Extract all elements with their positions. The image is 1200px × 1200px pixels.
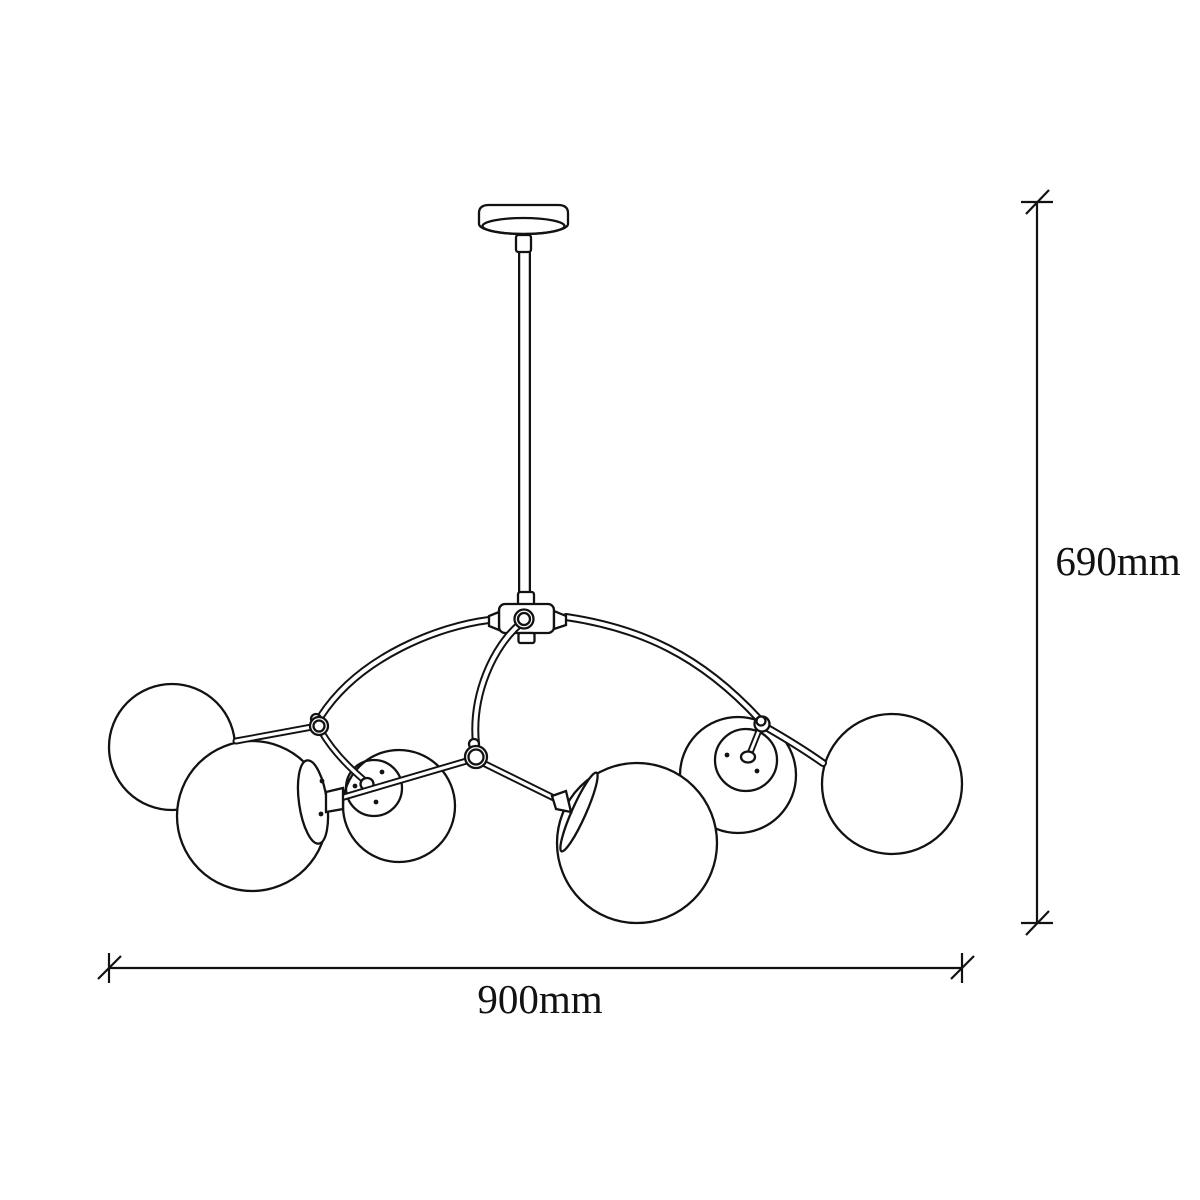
globe-right [820,712,964,856]
height-dimension: 690mm [1021,189,1181,936]
arm-left-arc [317,616,493,720]
canopy-and-rod [477,203,570,607]
socket-circle [713,727,779,793]
screw-dot [319,778,325,784]
socket-stem-foot [739,750,757,764]
screw-dot [318,811,324,817]
hub-left-socket [487,610,501,632]
central-hub [471,590,568,748]
width-dimension: 900mm [97,953,975,1022]
screw-dot [724,752,730,758]
ball-joints [308,712,771,770]
globe-rim [559,771,599,853]
arms-group [232,613,827,814]
width-left-slash [97,955,122,980]
screw-dot [754,768,760,774]
height-bottom-slash [1025,910,1050,936]
screw-dot [379,769,385,775]
socket-circle [344,758,404,818]
height-dimension-label: 690mm [1055,538,1180,584]
width-dimension-label: 900mm [477,976,602,1022]
rod-coupler [514,233,533,254]
globe-bottom-center [555,761,719,925]
height-top-slash [1025,189,1050,215]
width-right-slash [950,955,975,980]
front-left-globe-connector [324,786,345,814]
ceiling-canopy [477,203,570,236]
screw-dot [352,783,358,789]
globes-group [107,682,964,925]
arm-right-arc [562,613,763,723]
globe-middle-right [678,715,798,835]
bottom-center-globe-connector [550,789,573,814]
hub-right-socket [552,609,568,631]
globe-front-left [175,739,330,893]
screw-dot [373,799,379,805]
hub-bottom-coupler [517,631,536,645]
right-joint-ring [755,715,767,727]
